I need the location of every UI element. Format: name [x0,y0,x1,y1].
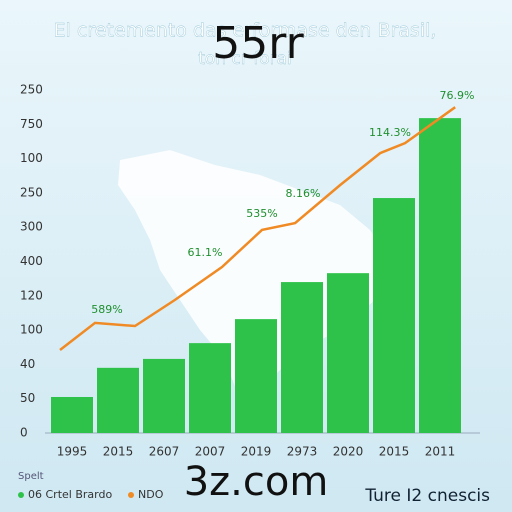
y-tick-label: 120 [20,288,43,302]
bar [235,319,277,433]
footer-right: Ture I2 cnescis [364,486,490,506]
x-tick-label: 2007 [195,445,226,459]
y-tick-label: 400 [20,254,43,268]
bar [143,358,185,433]
y-tick-label: 250 [20,185,43,199]
y-tick-label: 100 [20,323,43,337]
bar [51,396,93,433]
annotation: 76.9% [440,89,475,102]
bar [327,273,369,433]
annotation: 589% [91,303,122,316]
bar [189,343,231,433]
legend-label: 06 Crtel Brardo [28,488,112,501]
y-tick-label: 100 [20,151,43,165]
x-tick-label: 1995 [57,445,88,459]
x-tick-label: 2019 [241,445,272,459]
y-tick-label: 250 [20,83,43,97]
annotation: 114.3% [369,126,411,139]
x-tick-label: 2973 [287,445,318,459]
x-tick-label: 2011 [425,445,456,459]
annotation: 535% [246,207,277,220]
y-tick-label: 40 [20,357,35,371]
y-tick-label: 50 [20,391,35,405]
legend-swatch [18,492,24,498]
x-tick-label: 2015 [103,445,134,459]
source: Spelt [18,471,44,482]
watermark: 3z.com [184,459,329,505]
x-tick-label: 2015 [379,445,410,459]
chart-title: El cretemento das erformase den Brasil, [54,20,437,42]
x-tick-label: 2020 [333,445,364,459]
bar [419,118,461,433]
legend-swatch [128,492,134,498]
y-tick-label: 0 [20,426,28,440]
line [59,106,456,351]
annotation: 61.1% [188,246,223,259]
bar [97,367,139,433]
legend-label: NDO [138,488,164,501]
bar [373,198,415,433]
annotation: 8.16% [286,187,321,200]
y-tick-label: 300 [20,220,43,234]
chart-subtitle: ton cr forai [198,49,292,69]
overlay-text: 55rr [212,18,304,69]
y-tick-label: 750 [20,117,43,131]
x-tick-label: 2607 [149,445,180,459]
bar [281,282,323,433]
